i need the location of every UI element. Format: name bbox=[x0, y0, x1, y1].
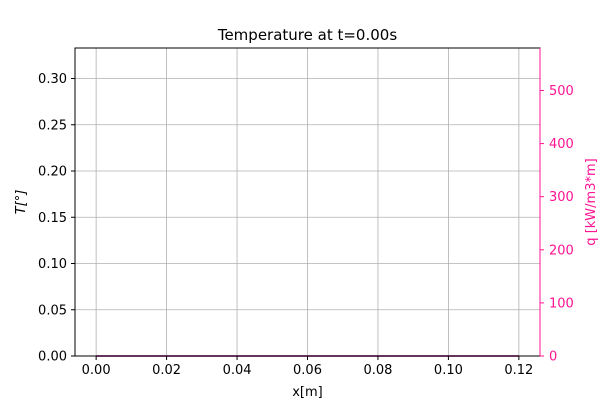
y-left-tick-label: 0.10 bbox=[38, 257, 67, 272]
y-left-tick-label: 0.00 bbox=[38, 350, 67, 365]
x-axis-label: x[m] bbox=[292, 385, 323, 400]
y-right-tick-label: 100 bbox=[549, 296, 574, 311]
y-axis-left: 0.00 0.05 0.10 0.15 0.20 0.25 0.30 bbox=[38, 72, 75, 365]
y-right-tick-label: 300 bbox=[549, 190, 574, 205]
y-left-tick-label: 0.05 bbox=[38, 303, 67, 318]
y-left-tick-label: 0.20 bbox=[38, 165, 67, 180]
grid bbox=[75, 48, 540, 357]
y-right-tick-label: 400 bbox=[549, 137, 574, 152]
y-left-tick-label: 0.25 bbox=[38, 118, 67, 133]
x-tick-label: 0.06 bbox=[293, 363, 322, 378]
y-axis-right-label: q [kW/m3*m] bbox=[584, 158, 599, 245]
y-axis-left-label: T[°] bbox=[14, 190, 29, 215]
x-tick-label: 0.02 bbox=[152, 363, 181, 378]
y-left-tick-label: 0.30 bbox=[38, 72, 67, 87]
x-tick-label: 0.10 bbox=[434, 363, 463, 378]
x-tick-label: 0.12 bbox=[504, 363, 533, 378]
y-right-tick-label: 200 bbox=[549, 243, 574, 258]
chart-title: Temperature at t=0.00s bbox=[217, 26, 397, 44]
y-right-tick-label: 0 bbox=[549, 350, 557, 365]
x-tick-label: 0.08 bbox=[363, 363, 392, 378]
y-left-tick-label: 0.15 bbox=[38, 211, 67, 226]
x-axis: 0.00 0.02 0.04 0.06 0.08 0.10 0.12 bbox=[82, 356, 533, 378]
y-axis-right: 0 100 200 300 400 500 bbox=[540, 84, 574, 365]
x-tick-label: 0.00 bbox=[82, 363, 111, 378]
y-right-tick-label: 500 bbox=[549, 84, 574, 99]
x-tick-label: 0.04 bbox=[223, 363, 252, 378]
